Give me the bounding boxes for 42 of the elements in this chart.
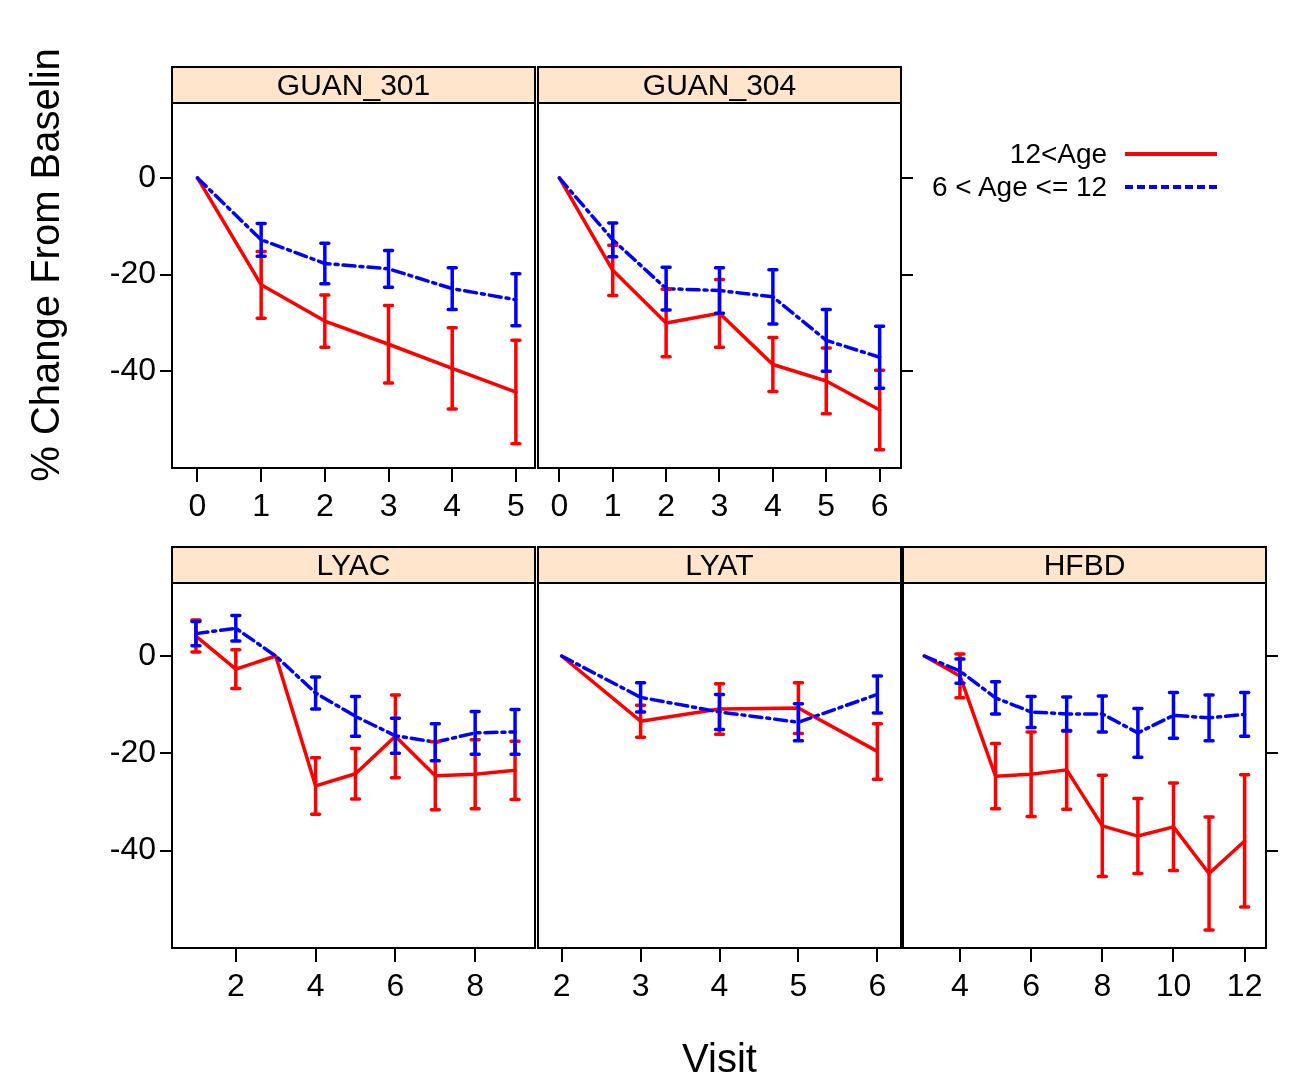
x-tick-label: 6: [868, 967, 887, 1004]
legend-label: 12<Age: [1009, 137, 1108, 170]
x-tick-label: 5: [817, 487, 836, 524]
x-tick-label: 6: [870, 487, 889, 524]
chart-title: GUAN_301: [276, 68, 431, 102]
x-tick-label: 3: [710, 487, 729, 524]
x-tick-label: 4: [951, 967, 969, 1004]
chart-title: HFBD: [1043, 548, 1126, 582]
x-tick-label: 4: [443, 487, 462, 524]
x-tick-label: 2: [657, 487, 676, 524]
x-tick-label: 6: [386, 967, 405, 1004]
x-tick-label: 10: [1155, 967, 1192, 1004]
y-tick-label: -20: [109, 733, 156, 770]
x-tick-label: 6: [1022, 967, 1041, 1004]
y-tick-label: -40: [109, 830, 156, 867]
x-tick-label: 3: [379, 487, 398, 524]
chart-title: LYAC: [316, 548, 391, 582]
x-axis-title: Visit: [682, 1035, 757, 1081]
x-tick-label: 3: [631, 967, 650, 1004]
y-tick-label: 0: [138, 635, 156, 672]
x-tick-label: 4: [306, 967, 325, 1004]
y-axis-title: % Change From Baselin: [22, 48, 68, 482]
x-tick-label: 1: [252, 487, 271, 524]
y-tick-label: -20: [109, 254, 156, 291]
x-tick-label: 4: [763, 487, 782, 524]
x-tick-label: 0: [188, 487, 207, 524]
x-tick-label: 2: [552, 967, 571, 1004]
x-tick-label: 0: [550, 487, 569, 524]
x-tick-label: 5: [507, 487, 525, 524]
x-tick-label: 2: [226, 967, 245, 1004]
x-tick-label: 4: [710, 967, 729, 1004]
x-tick-label: 1: [603, 487, 622, 524]
y-tick-label: -40: [109, 351, 156, 388]
x-tick-label: 12: [1226, 967, 1263, 1004]
chart-title: LYAT: [685, 548, 754, 582]
x-tick-label: 8: [466, 967, 485, 1004]
x-tick-label: 5: [789, 967, 808, 1004]
legend-label: 6 < Age <= 12: [932, 170, 1108, 203]
chart-title: GUAN_304: [642, 68, 797, 102]
y-tick-label: 0: [138, 157, 156, 194]
x-tick-label: 8: [1093, 967, 1112, 1004]
x-tick-label: 2: [315, 487, 334, 524]
